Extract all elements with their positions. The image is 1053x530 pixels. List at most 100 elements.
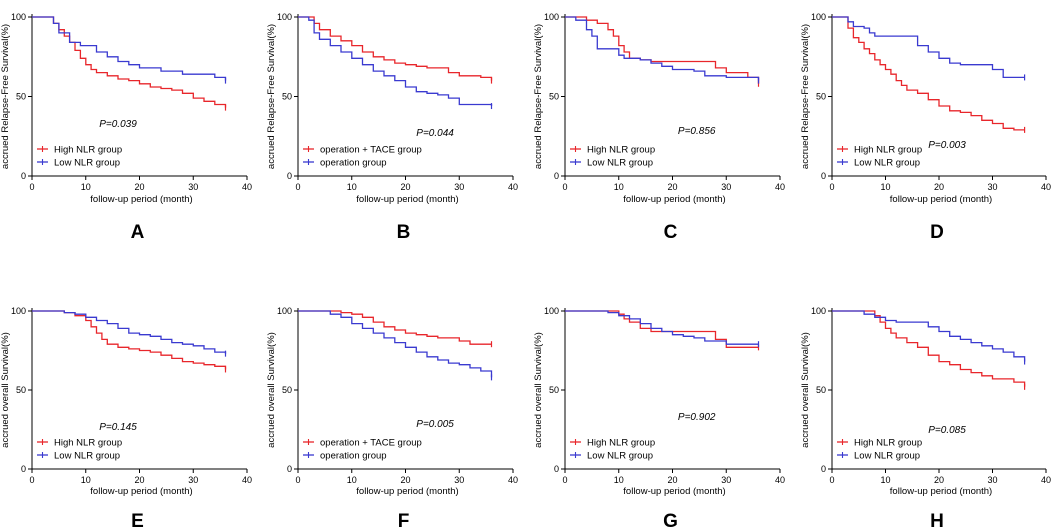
y-axis-title: accrued overall Survival(%) bbox=[266, 332, 277, 448]
x-tick-label: 10 bbox=[347, 182, 357, 192]
km-curve-group2 bbox=[32, 310, 227, 354]
x-tick-label: 30 bbox=[721, 475, 731, 485]
km-curve-group2 bbox=[565, 310, 759, 345]
legend-entry: operation group bbox=[320, 158, 387, 169]
km-curve-group1 bbox=[832, 310, 1026, 387]
legend-entry: Low NLR group bbox=[854, 451, 920, 462]
x-tick-label: 0 bbox=[29, 182, 34, 192]
y-tick-label: 0 bbox=[554, 464, 559, 474]
x-tick-label: 0 bbox=[29, 475, 34, 485]
y-tick-label: 0 bbox=[21, 171, 26, 181]
x-tick-label: 10 bbox=[614, 182, 624, 192]
panel-label: C bbox=[664, 222, 678, 243]
x-axis-title: follow-up period (month) bbox=[623, 486, 725, 497]
legend-entry: Low NLR group bbox=[854, 158, 920, 169]
x-tick-label: 20 bbox=[667, 475, 677, 485]
legend-entry: Low NLR group bbox=[54, 451, 120, 462]
legend-entry: operation + TACE group bbox=[320, 145, 422, 156]
p-value: P=0.856 bbox=[678, 126, 716, 137]
legend-entry: Low NLR group bbox=[587, 451, 653, 462]
y-tick-label: 0 bbox=[21, 464, 26, 474]
x-tick-label: 10 bbox=[614, 475, 624, 485]
p-value: P=0.145 bbox=[99, 422, 137, 433]
p-value: P=0.085 bbox=[928, 425, 966, 436]
y-axis-title: accrued overall Survival(%) bbox=[533, 332, 544, 448]
y-tick-label: 50 bbox=[282, 92, 292, 102]
x-axis-title: follow-up period (month) bbox=[90, 486, 192, 497]
km-curve-group1 bbox=[32, 16, 227, 108]
y-tick-label: 100 bbox=[11, 306, 26, 316]
y-tick-label: 50 bbox=[816, 92, 826, 102]
y-tick-label: 100 bbox=[11, 12, 26, 22]
y-tick-label: 0 bbox=[554, 171, 559, 181]
x-tick-label: 20 bbox=[934, 182, 944, 192]
x-tick-label: 30 bbox=[454, 182, 464, 192]
x-tick-label: 40 bbox=[775, 182, 785, 192]
x-tick-label: 40 bbox=[242, 475, 252, 485]
legend-entry: Low NLR group bbox=[587, 158, 653, 169]
x-tick-label: 40 bbox=[508, 182, 518, 192]
y-tick-label: 50 bbox=[549, 385, 559, 395]
x-tick-label: 30 bbox=[987, 475, 997, 485]
km-curve-group2 bbox=[832, 16, 1025, 79]
y-axis-title: accrued Relapse-Free Survival(%) bbox=[533, 24, 544, 169]
y-tick-label: 50 bbox=[549, 92, 559, 102]
km-curve-group1 bbox=[298, 310, 492, 345]
legend-entry: operation group bbox=[320, 451, 387, 462]
km-curve-group1 bbox=[298, 16, 493, 81]
x-axis-title: follow-up period (month) bbox=[890, 194, 992, 205]
x-tick-label: 30 bbox=[721, 182, 731, 192]
x-tick-label: 30 bbox=[188, 182, 198, 192]
y-tick-label: 100 bbox=[544, 12, 559, 22]
x-axis-title: follow-up period (month) bbox=[890, 486, 992, 497]
legend-entry: operation + TACE group bbox=[320, 438, 422, 449]
y-tick-label: 50 bbox=[282, 385, 292, 395]
x-tick-label: 40 bbox=[508, 475, 518, 485]
panel-c: 0 10 20 30 40 0 50 100 follow-up period (month) a… bbox=[533, 12, 785, 243]
y-tick-label: 50 bbox=[16, 92, 26, 102]
x-tick-label: 0 bbox=[829, 182, 834, 192]
x-axis-title: follow-up period (month) bbox=[356, 194, 458, 205]
km-curve-group1 bbox=[565, 310, 759, 348]
x-tick-label: 0 bbox=[295, 475, 300, 485]
x-tick-label: 10 bbox=[81, 182, 91, 192]
panel-label: D bbox=[930, 222, 944, 243]
panel-label: F bbox=[398, 511, 410, 530]
y-tick-label: 100 bbox=[277, 306, 292, 316]
y-axis-title: accrued overall Survival(%) bbox=[0, 332, 11, 448]
legend-entry: High NLR group bbox=[587, 438, 655, 449]
legend-entry: High NLR group bbox=[54, 438, 122, 449]
p-value: P=0.044 bbox=[416, 128, 454, 139]
x-tick-label: 10 bbox=[81, 475, 91, 485]
x-tick-label: 0 bbox=[829, 475, 834, 485]
p-value: P=0.005 bbox=[416, 419, 454, 430]
x-tick-label: 40 bbox=[242, 182, 252, 192]
x-tick-label: 30 bbox=[188, 475, 198, 485]
x-tick-label: 40 bbox=[1041, 475, 1051, 485]
y-tick-label: 100 bbox=[811, 306, 826, 316]
x-tick-label: 20 bbox=[667, 182, 677, 192]
panel-b: 0 10 20 30 40 0 50 100 follow-up period (month) a… bbox=[266, 12, 518, 243]
panel-d: 0 10 20 30 40 0 50 100 follow-up period (month) a… bbox=[800, 12, 1051, 243]
panel-g: 0 10 20 30 40 0 50 100 follow-up period (month) a… bbox=[533, 306, 785, 530]
legend-entry: High NLR group bbox=[54, 145, 122, 156]
panel-label: G bbox=[663, 511, 678, 530]
panel-h: 0 10 20 30 40 0 50 100 follow-up period (month) a… bbox=[800, 306, 1051, 530]
x-axis-title: follow-up period (month) bbox=[90, 194, 192, 205]
x-tick-label: 20 bbox=[134, 475, 144, 485]
p-value: P=0.039 bbox=[99, 119, 137, 130]
x-tick-label: 20 bbox=[400, 182, 410, 192]
km-curve-group2 bbox=[565, 16, 760, 81]
y-tick-label: 100 bbox=[544, 306, 559, 316]
x-tick-label: 10 bbox=[880, 475, 890, 485]
legend-entry: Low NLR group bbox=[54, 158, 120, 169]
panel-label: E bbox=[131, 511, 144, 530]
x-tick-label: 20 bbox=[400, 475, 410, 485]
panel-label: H bbox=[930, 511, 944, 530]
km-curve-group1 bbox=[32, 310, 227, 370]
panel-label: A bbox=[131, 222, 145, 243]
y-tick-label: 100 bbox=[277, 12, 292, 22]
x-tick-label: 0 bbox=[562, 475, 567, 485]
panel-label: B bbox=[397, 222, 411, 243]
